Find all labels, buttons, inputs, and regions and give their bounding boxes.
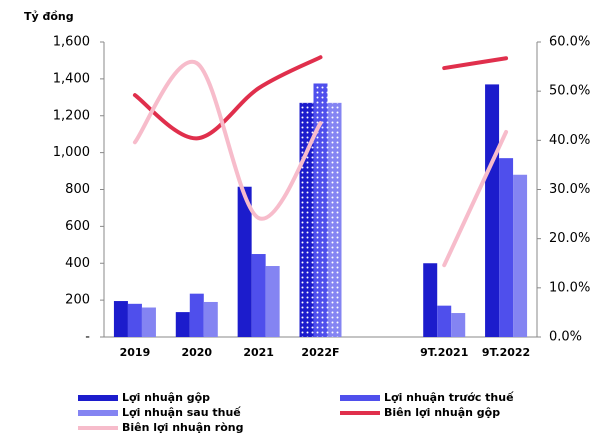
bar	[175, 312, 190, 337]
legend-swatch	[78, 395, 118, 401]
legend-label: Lợi nhuận trước thuế	[384, 391, 514, 404]
bar	[203, 301, 218, 337]
y-tick-label: 200	[65, 293, 90, 308]
bar	[113, 301, 128, 337]
x-tick-label: 9T.2022	[482, 346, 530, 359]
legend-swatch	[340, 395, 380, 401]
y-tick-label: 1,400	[53, 71, 90, 86]
bar	[251, 254, 266, 337]
y-tick-label: 400	[65, 256, 90, 271]
y2-tick-label: 50.0%	[549, 84, 590, 99]
bar	[437, 305, 452, 337]
y2-tick-label: 0.0%	[549, 330, 582, 345]
bar	[451, 313, 466, 337]
legend-label: Biên lợi nhuận ròng	[122, 421, 243, 434]
bar	[237, 186, 252, 337]
bar	[513, 174, 528, 337]
bar-pattern	[327, 102, 342, 337]
y-axis-label: Tỷ đồng	[24, 10, 74, 23]
legend-swatch	[78, 410, 118, 416]
bar	[127, 303, 142, 337]
bar	[499, 158, 514, 337]
bar-pattern	[313, 83, 328, 337]
x-tick-label: 2021	[243, 346, 274, 359]
y-tick-label: 600	[65, 219, 90, 234]
line	[132, 55, 509, 141]
y2-tick-label: 20.0%	[549, 231, 590, 246]
y-tick-label: 1,600	[53, 35, 90, 50]
y-tick-label: -	[85, 330, 90, 345]
x-tick-label: 2019	[120, 346, 151, 359]
bar	[141, 307, 156, 337]
bar	[265, 266, 280, 337]
y2-tick-label: 10.0%	[549, 280, 590, 295]
x-tick-label: 2022F	[301, 346, 339, 359]
y-tick-label: 1,000	[53, 145, 90, 160]
y-tick-label: 800	[65, 182, 90, 197]
bar	[423, 263, 438, 337]
x-tick-label: 9T.2021	[420, 346, 468, 359]
bar	[485, 84, 500, 337]
y2-tick-label: 60.0%	[549, 35, 590, 50]
legend-label: Lợi nhuận gộp	[122, 391, 210, 404]
bar	[189, 293, 204, 337]
y2-tick-label: 30.0%	[549, 182, 590, 197]
legend-label: Biên lợi nhuận gộp	[384, 406, 500, 419]
legend-label: Lợi nhuận sau thuế	[122, 406, 241, 419]
y2-tick-label: 40.0%	[549, 133, 590, 148]
line	[132, 59, 509, 268]
x-tick-label: 2020	[181, 346, 212, 359]
y-tick-label: 1,200	[53, 108, 90, 123]
